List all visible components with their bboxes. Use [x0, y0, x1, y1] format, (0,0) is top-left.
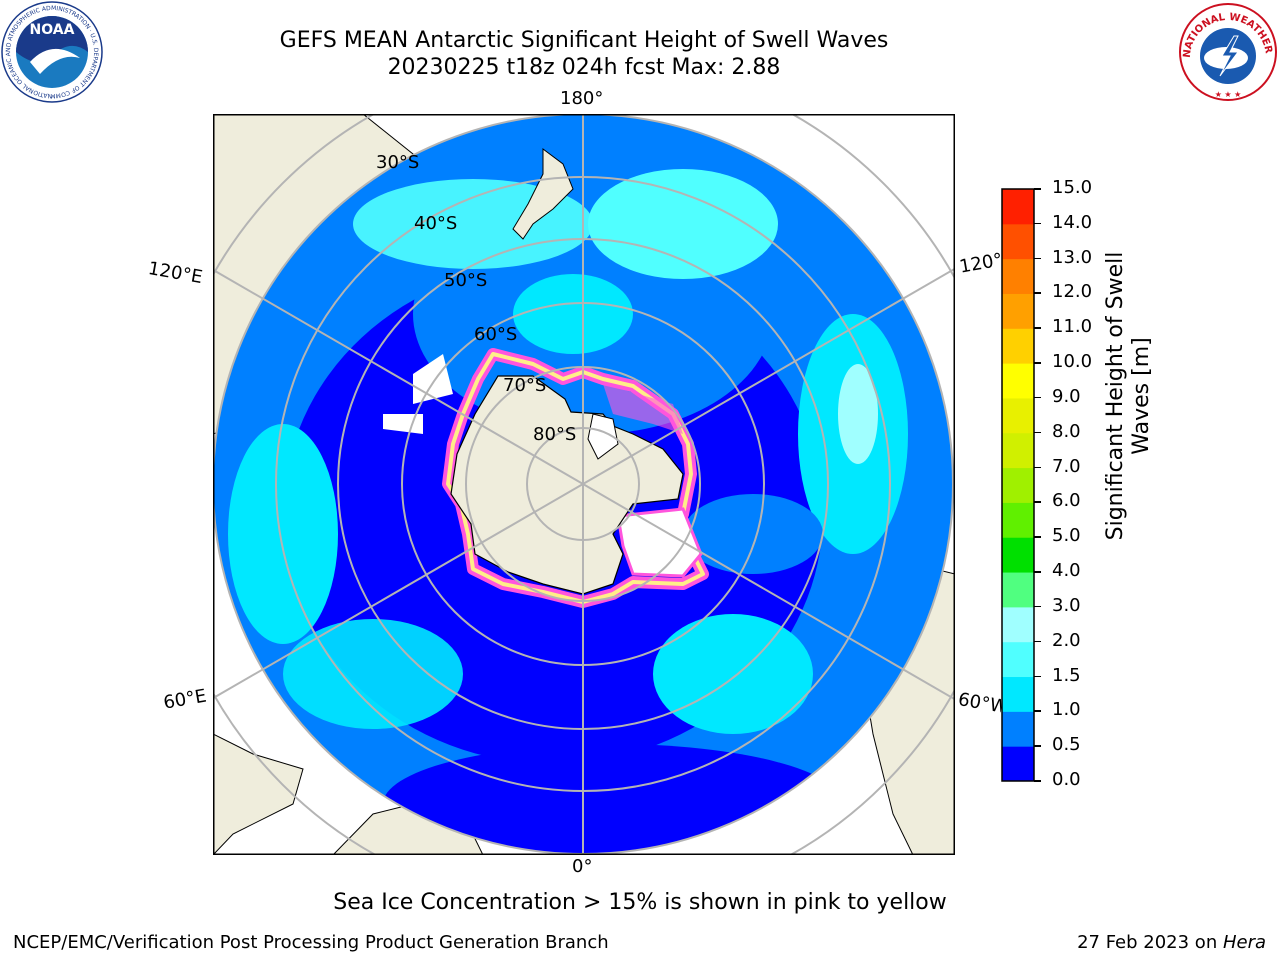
- colorbar-tick-label: 5.0: [1052, 525, 1081, 547]
- colorbar-tick-label: 14.0: [1052, 211, 1093, 233]
- colorbar-tick-mark: [1034, 501, 1041, 503]
- colorbar-tick-label: 13.0: [1052, 246, 1093, 268]
- colorbar-segment: [1002, 641, 1034, 678]
- footer-left: NCEP/EMC/Verification Post Processing Pr…: [13, 932, 609, 953]
- colorbar-tick-label: 8.0: [1052, 420, 1081, 442]
- colorbar-segment: [1002, 502, 1034, 538]
- colorbar-segment: [1002, 223, 1034, 260]
- colorbar-tick-mark: [1034, 431, 1041, 434]
- colorbar-segment: [1002, 363, 1034, 399]
- colorbar-segment: [1002, 189, 1034, 225]
- footer-date: 27 Feb 2023 on: [1077, 932, 1223, 953]
- noaa-wordmark: NOAA: [30, 22, 75, 38]
- lon-label-60e: 60°E: [161, 685, 209, 714]
- nws-logo: NATIONAL WEATHER SERVICE ★ ★ ★: [1172, 0, 1280, 104]
- lon-label-0: 0°: [572, 856, 593, 877]
- lat-label-70s: 70°S: [503, 375, 547, 396]
- colorbar-tick-mark: [1034, 188, 1041, 190]
- lon-label-60w: 60°W: [956, 690, 1004, 718]
- colorbar-segment: [1002, 397, 1034, 434]
- colorbar-segment: [1002, 711, 1034, 747]
- lat-label-80s: 80°S: [533, 424, 577, 445]
- colorbar-tick-mark: [1034, 466, 1041, 469]
- footer-host: Hera: [1222, 932, 1266, 953]
- lat-label-50s: 50°S: [444, 270, 488, 291]
- colorbar-segment: [1002, 676, 1034, 712]
- colorbar-label-line2: Waves [m]: [1129, 337, 1154, 455]
- colorbar-tick-mark: [1034, 396, 1041, 399]
- colorbar-segment: [1002, 746, 1034, 782]
- colorbar-segment: [1002, 572, 1034, 608]
- colorbar-segment: [1002, 293, 1034, 329]
- colorbar-segment: [1002, 432, 1034, 469]
- colorbar-tick-label: 7.0: [1052, 455, 1081, 477]
- colorbar-tick-mark: [1034, 292, 1041, 294]
- footer-right: 27 Feb 2023 on Hera: [1077, 932, 1266, 953]
- colorbar-tick-label: 0.5: [1052, 734, 1081, 756]
- colorbar-label: Significant Height of Swell Waves [m]: [1103, 156, 1155, 636]
- colorbar: [1001, 188, 1035, 782]
- svg-text:★ ★ ★: ★ ★ ★: [1215, 90, 1242, 99]
- map-frame: [213, 114, 955, 855]
- colorbar-tick-mark: [1034, 780, 1041, 782]
- colorbar-tick-mark: [1034, 675, 1041, 678]
- colorbar-segment: [1002, 467, 1034, 503]
- lon-label-180: 180°: [560, 88, 604, 109]
- colorbar-tick-mark: [1034, 222, 1041, 225]
- colorbar-tick-mark: [1034, 362, 1041, 364]
- colorbar-tick-mark: [1034, 327, 1041, 329]
- colorbar-tick-label: 1.0: [1052, 699, 1081, 721]
- colorbar-tick-mark: [1034, 745, 1041, 747]
- colorbar-label-line1: Significant Height of Swell: [1103, 251, 1128, 541]
- colorbar-tick-mark: [1034, 640, 1041, 643]
- noaa-logo: NATIONAL OCEANIC AND ATMOSPHERIC ADMINIS…: [0, 0, 105, 105]
- lat-label-40s: 40°S: [414, 213, 458, 234]
- colorbar-tick-label: 10.0: [1052, 351, 1093, 373]
- colorbar-tick-label: 0.0: [1052, 769, 1081, 790]
- colorbar-tick-mark: [1034, 257, 1041, 260]
- colorbar-tick-label: 3.0: [1052, 594, 1081, 616]
- colorbar-tick-label: 15.0: [1052, 177, 1093, 198]
- lon-label-120e: 120°E: [146, 258, 205, 289]
- colorbar-segment: [1002, 606, 1034, 643]
- lat-label-30s: 30°S: [376, 152, 420, 173]
- colorbar-tick-mark: [1034, 710, 1041, 712]
- polar-map: [213, 114, 955, 855]
- colorbar-tick-label: 1.5: [1052, 664, 1081, 686]
- sea-ice-note: Sea Ice Concentration > 15% is shown in …: [333, 890, 947, 915]
- colorbar-tick-label: 9.0: [1052, 385, 1081, 407]
- colorbar-tick-mark: [1034, 571, 1041, 573]
- antarctica: [442, 348, 709, 608]
- colorbar-tick-label: 6.0: [1052, 490, 1081, 512]
- colorbar-tick-mark: [1034, 536, 1041, 538]
- colorbar-segment: [1002, 258, 1034, 294]
- colorbar-tick-label: 11.0: [1052, 316, 1093, 338]
- colorbar-segment: [1002, 537, 1034, 573]
- colorbar-tick-label: 4.0: [1052, 560, 1081, 582]
- colorbar-tick-mark: [1034, 605, 1041, 608]
- colorbar-segment: [1002, 328, 1034, 364]
- colorbar-tick-label: 2.0: [1052, 629, 1081, 651]
- chart-title: GEFS MEAN Antarctic Significant Height o…: [279, 28, 889, 53]
- lon-label-120w: 120°W: [958, 250, 1005, 278]
- lat-label-60s: 60°S: [474, 324, 518, 345]
- chart-subtitle: 20230225 t18z 024h fcst Max: 2.88: [387, 55, 781, 80]
- colorbar-tick-label: 12.0: [1052, 281, 1093, 303]
